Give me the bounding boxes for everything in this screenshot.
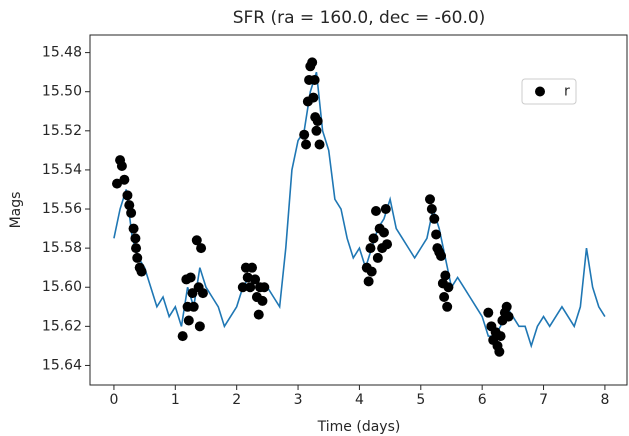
scatter-point [253,309,264,320]
y-tick-label: 15.62 [42,318,82,334]
legend-box [521,78,577,105]
scatter-point [382,239,393,250]
scatter-point [191,235,202,246]
scatter-point [247,262,258,273]
scatter-point [257,295,268,306]
x-tick-label: 6 [478,392,487,408]
scatter-point [363,276,374,287]
x-axis-label: Time (days) [317,419,401,435]
scatter-point [119,174,130,185]
scatter-point [424,194,435,205]
scatter-point [314,139,325,150]
scatter-point [185,272,196,283]
scatter-point [136,266,147,277]
scatter-point [368,233,379,244]
y-tick-label: 15.56 [42,201,82,217]
scatter-point [429,213,440,224]
scatter-point [301,139,312,150]
scatter-point [128,223,139,234]
scatter-point [378,227,389,238]
scatter-point [380,204,391,215]
scatter-point [443,282,454,293]
x-tick-label: 7 [539,392,548,408]
scatter-point [494,346,505,357]
scatter-point [483,307,494,318]
scatter-point [495,331,506,342]
scatter-point [299,129,310,140]
legend-marker [535,86,545,97]
scatter-point [250,274,261,285]
scatter-point [436,250,447,261]
legend-label: r [564,84,570,100]
y-tick-label: 15.58 [42,240,82,256]
scatter-point [126,207,137,218]
x-tick-label: 1 [171,392,180,408]
scatter-point [442,301,453,312]
scatter-point [439,292,450,303]
y-tick-label: 15.52 [42,123,82,139]
scatter-point [237,282,248,293]
x-tick-label: 2 [232,392,241,408]
scatter-point [259,282,270,293]
y-tick-label: 15.50 [42,84,82,100]
x-tick-label: 4 [355,392,364,408]
scatter-point [431,229,442,240]
x-tick-label: 3 [294,392,303,408]
scatter-point [124,200,135,211]
scatter-point [196,243,207,254]
scatter-point [112,178,123,189]
y-tick-label: 15.60 [42,279,82,295]
scatter-point [311,125,322,136]
scatter-point [370,205,381,216]
scatter-point [503,311,514,322]
scatter-point [245,282,256,293]
scatter-point [116,161,127,172]
scatter-point [197,288,208,299]
scatter-point [177,331,188,342]
scatter-point [501,301,512,312]
chart-title: SFR (ra = 160.0, dec = -60.0) [233,8,486,28]
y-tick-label: 15.54 [42,162,82,178]
scatter-point [366,266,377,277]
y-tick-label: 15.64 [42,357,82,373]
scatter-point [312,116,323,127]
x-tick-label: 0 [109,392,118,408]
scatter-point [122,190,133,201]
scatter-point [308,92,319,103]
scatter-point [194,321,205,332]
scatter-point [426,204,437,215]
scatter-point [130,233,141,244]
y-axis-label: Mags [8,192,24,229]
scatter-point [183,315,194,326]
scatter-point [440,270,451,281]
plot-frame [89,34,628,386]
scatter-point [309,74,320,85]
scatter-point [131,243,142,254]
x-tick-label: 5 [416,392,425,408]
scatter-point [365,243,376,254]
scatter-point [307,57,318,68]
y-tick-label: 15.48 [42,45,82,61]
x-tick-label: 8 [600,392,609,408]
scatter-point [132,252,143,263]
scatter-point [372,252,383,263]
scatter-point [188,301,199,312]
